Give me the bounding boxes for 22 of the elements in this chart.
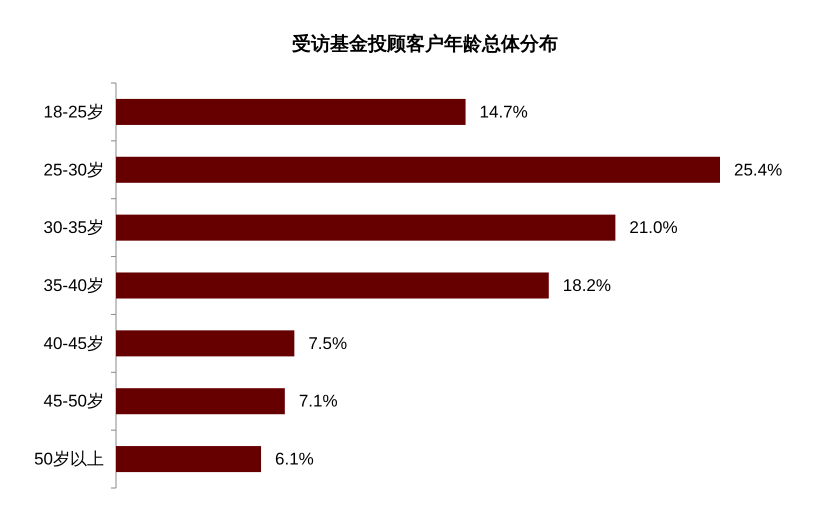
data-label: 18.2% [562,276,611,295]
y-tick-label: 50岁以上 [34,450,104,469]
data-label: 14.7% [480,102,528,122]
y-tick-label: 45-50岁 [44,392,104,411]
data-label: 25.4% [734,160,782,180]
y-tick-label: 40-45岁 [44,334,104,353]
bar [116,214,616,241]
bar [116,98,466,125]
y-tick-label: 35-40岁 [44,276,104,295]
bar [116,330,294,356]
chart-title: 受访基金投顾客户年龄总体分布 [292,33,558,55]
y-tick-label: 30-35岁 [44,218,104,238]
bar [116,388,285,414]
data-label: 7.1% [298,392,338,411]
data-label: 21.0% [629,218,678,238]
y-tick-label: 18-25岁 [44,102,104,122]
bar [116,446,262,472]
data-label: 6.1% [275,450,314,469]
y-tick-label: 25-30岁 [44,160,104,180]
data-label: 7.5% [308,334,348,353]
bar [116,156,720,183]
bar [116,272,549,299]
